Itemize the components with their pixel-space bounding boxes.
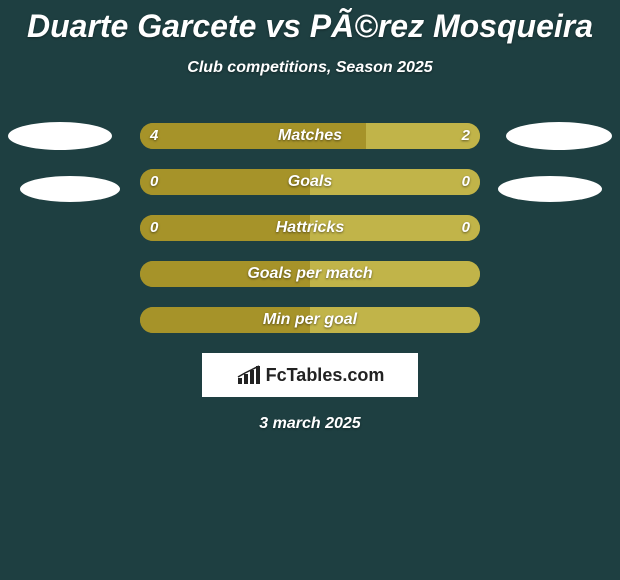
stat-row: Min per goal (0, 307, 620, 333)
barchart-icon (236, 364, 262, 386)
stat-value-left: 4 (150, 123, 180, 149)
player-avatar-placeholder (506, 122, 612, 150)
player-avatar-placeholder (8, 122, 112, 150)
date-label: 3 march 2025 (0, 415, 620, 433)
page-subtitle: Club competitions, Season 2025 (0, 59, 620, 77)
stat-label: Goals (140, 169, 480, 195)
stat-label: Hattricks (140, 215, 480, 241)
stat-label: Matches (140, 123, 480, 149)
comparison-rows: Matches42Goals00Hattricks00Goals per mat… (0, 123, 620, 333)
stat-value-right: 0 (440, 215, 470, 241)
player-avatar-placeholder (20, 176, 120, 202)
stat-value-left: 0 (150, 215, 180, 241)
page-title: Duarte Garcete vs PÃ©rez Mosqueira (0, 0, 620, 45)
logo-box: FcTables.com (202, 353, 418, 397)
page: Duarte Garcete vs PÃ©rez Mosqueira Club … (0, 0, 620, 580)
stat-label: Min per goal (140, 307, 480, 333)
stat-value-right: 2 (440, 123, 470, 149)
stat-row: Hattricks0 0 (0, 215, 620, 241)
stat-value-right: 0 (440, 169, 470, 195)
player-avatar-placeholder (498, 176, 602, 202)
stat-value-left: 0 (150, 169, 180, 195)
stat-label: Goals per match (140, 261, 480, 287)
stat-row: Goals per match (0, 261, 620, 287)
logo-text: FcTables.com (266, 365, 385, 386)
logo: FcTables.com (236, 364, 385, 386)
